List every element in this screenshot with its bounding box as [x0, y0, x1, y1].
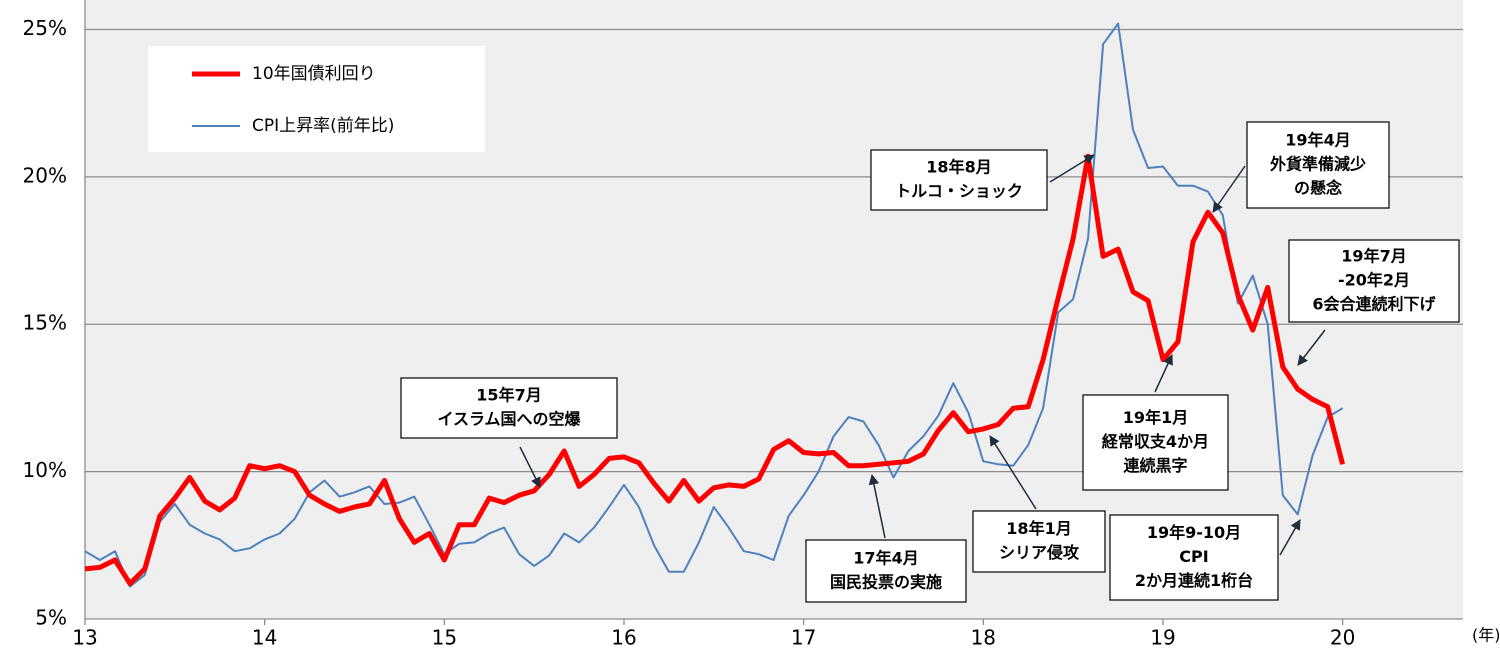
annotation-text: 19年1月: [1123, 408, 1188, 427]
annotation-arrow: [1297, 329, 1326, 366]
x-axis-label: (年): [1472, 626, 1500, 645]
y-tick-label: 20%: [23, 163, 67, 187]
series-line: [84, 153, 1346, 587]
annotation-box: [972, 510, 1106, 573]
y-tick-label: 5%: [35, 606, 67, 630]
y-tick-label: 25%: [23, 16, 67, 40]
x-tick-label: 17: [791, 626, 816, 650]
annotation-text: 19年7月: [1341, 247, 1406, 266]
annotation-arrow: [1279, 519, 1301, 556]
annotation-box: [805, 539, 967, 603]
legend-label: 10年国債利回り: [252, 64, 376, 84]
annotation-arrow: [1049, 154, 1095, 183]
annotation-text: 18年8月: [926, 158, 991, 177]
y-tick-label: 10%: [23, 458, 67, 482]
annotation-box: [1109, 514, 1279, 601]
annotation-box: [1082, 394, 1229, 491]
annotation-arrow: [519, 446, 541, 488]
x-tick-label: 19: [1150, 626, 1175, 650]
annotation-box: [400, 377, 618, 439]
annotation-text: 国民投票の実施: [830, 573, 942, 592]
annotation-text: 17年4月: [853, 549, 918, 568]
annotation-text: 19年4月: [1285, 131, 1350, 150]
annotation-box: [1288, 239, 1460, 323]
legend-box: [148, 46, 485, 152]
annotation-text: -20年2月: [1338, 271, 1410, 290]
annotation-arrow: [989, 435, 1037, 510]
x-tick-label: 13: [72, 626, 97, 650]
annotation-arrow: [868, 473, 886, 539]
annotation-text: の懸念: [1294, 179, 1343, 198]
series-line: [84, 22, 1344, 588]
annotation-arrow: [1212, 165, 1246, 213]
annotation-arrow: [1154, 354, 1173, 393]
x-tick-label: 15: [432, 626, 457, 650]
annotation-text: 18年1月: [1006, 519, 1071, 538]
annotation-text: 19年9-10月: [1147, 523, 1241, 542]
annotation-box: [1246, 121, 1390, 209]
annotation-box: [870, 149, 1048, 211]
annotation-text: イスラム国への空爆: [437, 410, 581, 429]
y-tick-label: 15%: [23, 311, 67, 335]
annotation-text: 外貨準備減少: [1269, 155, 1366, 174]
annotation-text: トルコ・ショック: [895, 182, 1023, 201]
annotation-text: 15年7月: [476, 386, 541, 405]
legend-label: CPI上昇率(前年比): [252, 116, 394, 136]
annotation-text: CPI: [1179, 547, 1208, 566]
annotation-text: 連続黒字: [1123, 456, 1187, 475]
annotation-text: シリア侵攻: [999, 543, 1080, 562]
x-tick-label: 14: [252, 626, 277, 650]
x-tick-label: 16: [611, 626, 636, 650]
x-tick-label: 18: [971, 626, 996, 650]
annotation-text: 2か月連続1桁台: [1135, 571, 1253, 590]
annotation-text: 6会合連続利下げ: [1312, 295, 1436, 314]
annotation-text: 経常収支4か月: [1102, 432, 1209, 451]
x-tick-label: 20: [1330, 626, 1355, 650]
